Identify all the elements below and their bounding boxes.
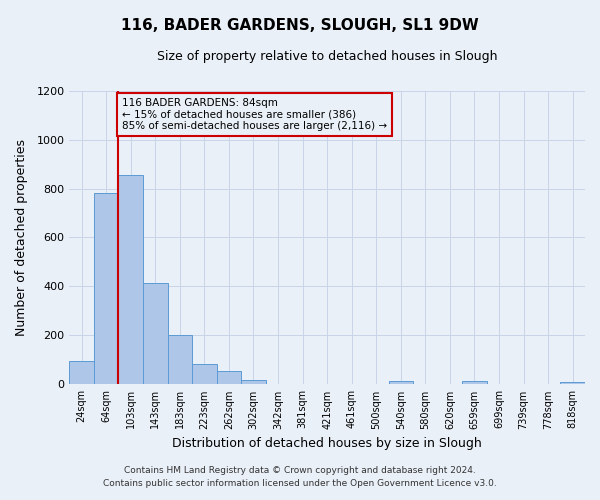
Bar bbox=[560, 382, 585, 384]
Bar bbox=[192, 364, 217, 384]
Text: Contains HM Land Registry data © Crown copyright and database right 2024.
Contai: Contains HM Land Registry data © Crown c… bbox=[103, 466, 497, 487]
Bar bbox=[143, 283, 167, 384]
Bar bbox=[167, 336, 192, 384]
Bar bbox=[389, 381, 413, 384]
Y-axis label: Number of detached properties: Number of detached properties bbox=[15, 139, 28, 336]
Text: 116 BADER GARDENS: 84sqm
← 15% of detached houses are smaller (386)
85% of semi-: 116 BADER GARDENS: 84sqm ← 15% of detach… bbox=[122, 98, 387, 131]
Bar bbox=[462, 381, 487, 384]
Bar bbox=[241, 380, 266, 384]
Title: Size of property relative to detached houses in Slough: Size of property relative to detached ho… bbox=[157, 50, 497, 63]
X-axis label: Distribution of detached houses by size in Slough: Distribution of detached houses by size … bbox=[172, 437, 482, 450]
Bar bbox=[118, 175, 143, 384]
Bar bbox=[217, 371, 241, 384]
Bar bbox=[70, 361, 94, 384]
Bar bbox=[94, 194, 118, 384]
Text: 116, BADER GARDENS, SLOUGH, SL1 9DW: 116, BADER GARDENS, SLOUGH, SL1 9DW bbox=[121, 18, 479, 32]
